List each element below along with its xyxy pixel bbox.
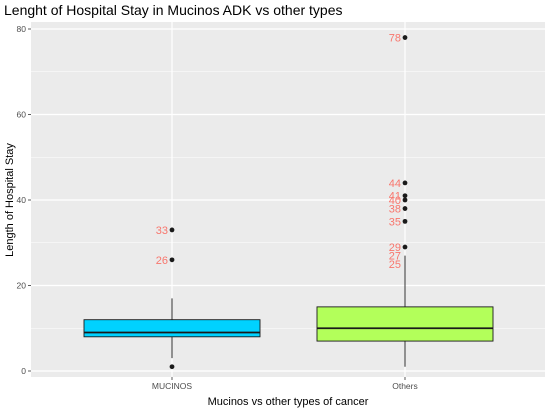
outlier-point bbox=[402, 197, 408, 203]
outlier-point bbox=[402, 180, 408, 186]
outlier-label: 78 bbox=[389, 33, 401, 45]
outlier-point bbox=[169, 227, 175, 233]
x-tick-label: Others bbox=[392, 381, 418, 391]
chart-title: Lenght of Hospital Stay in Mucinos ADK v… bbox=[4, 2, 343, 18]
outlier-label: 27 bbox=[389, 251, 401, 263]
y-tick-label: 40 bbox=[17, 195, 27, 205]
outlier-point bbox=[402, 244, 408, 250]
outlier-label: 29 bbox=[389, 242, 401, 254]
y-tick-label: 0 bbox=[21, 366, 26, 376]
outlier-label: 40 bbox=[389, 195, 401, 207]
x-axis: MUCINOS Others bbox=[152, 377, 418, 391]
outlier-point bbox=[169, 257, 175, 263]
y-axis: 0 20 40 60 80 bbox=[17, 24, 31, 376]
outlier-label: 41 bbox=[389, 191, 401, 203]
outlier-label: 33 bbox=[156, 225, 168, 237]
y-axis-title: Length of Hospital Stay bbox=[4, 143, 16, 257]
box-mucinos: 33 26 bbox=[83, 225, 261, 370]
outlier-label: 35 bbox=[389, 216, 401, 228]
outlier-label: 25 bbox=[389, 259, 401, 271]
outlier-label: 26 bbox=[156, 255, 168, 267]
outlier-point bbox=[402, 206, 408, 211]
y-tick-label: 20 bbox=[17, 281, 27, 291]
y-tick-label: 60 bbox=[17, 110, 27, 120]
box-iqr bbox=[83, 319, 261, 338]
outlier-point bbox=[402, 218, 408, 224]
outlier-point bbox=[402, 35, 408, 40]
x-axis-title: Mucinos vs other types of cancer bbox=[208, 396, 369, 408]
outlier-point bbox=[169, 364, 175, 370]
box-iqr bbox=[316, 306, 494, 342]
y-tick-label: 80 bbox=[17, 24, 27, 34]
x-tick-label: MUCINOS bbox=[152, 381, 192, 391]
outlier-label: 38 bbox=[389, 204, 401, 216]
outlier-label: 44 bbox=[389, 178, 401, 190]
outlier-point bbox=[402, 193, 408, 199]
